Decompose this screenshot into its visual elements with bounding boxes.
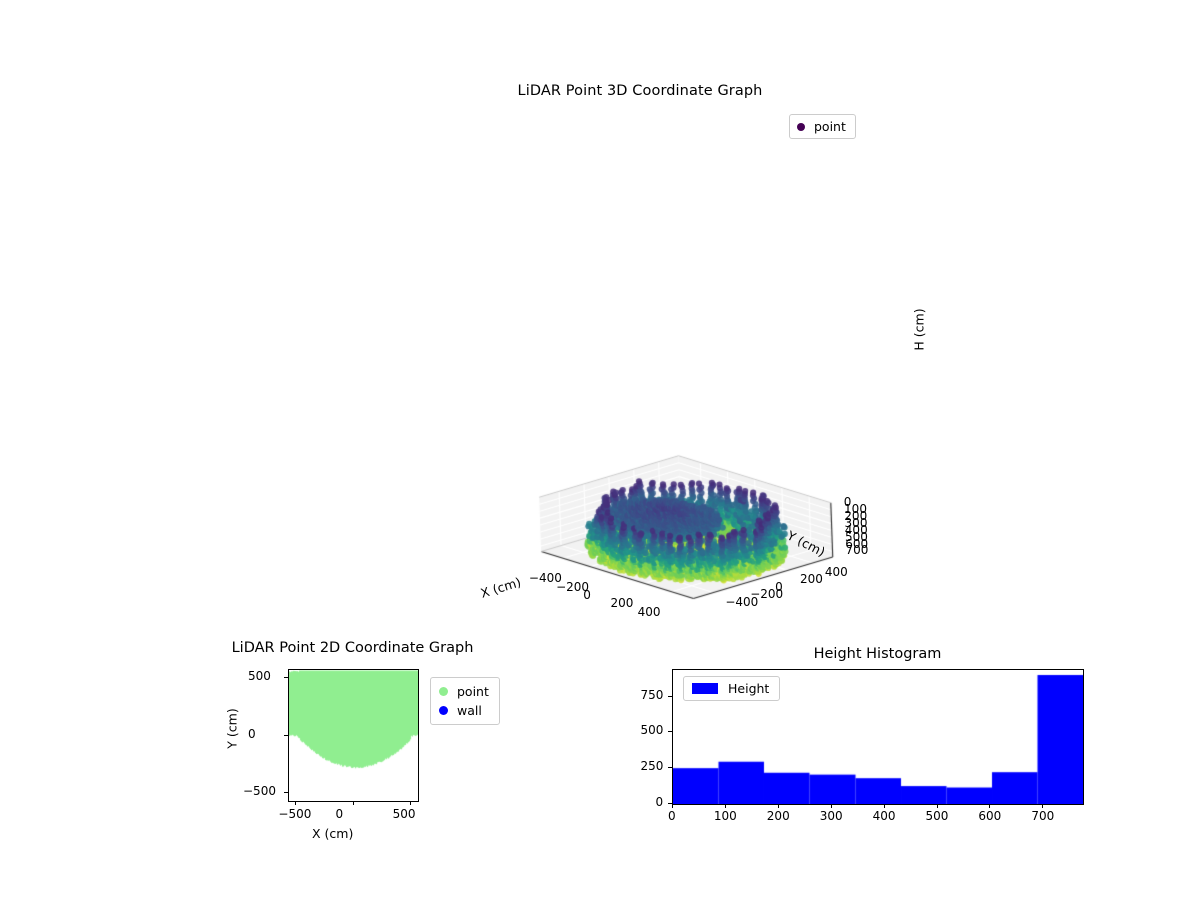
axis-tick-mark bbox=[284, 792, 288, 794]
legend-wall-label: wall bbox=[457, 703, 482, 718]
axis-label-y-2d: Y (cm) bbox=[224, 708, 240, 749]
chart-3d-title: LiDAR Point 3D Coordinate Graph bbox=[517, 83, 763, 99]
axis-tick-mark bbox=[352, 801, 354, 805]
axis-tick-label: 250 bbox=[640, 759, 664, 774]
axis-tick-label: 300 bbox=[819, 809, 843, 823]
axis-tick-label: −500 bbox=[243, 784, 276, 799]
axis-tick-mark bbox=[409, 801, 411, 805]
chart-2d-legend: point wall bbox=[430, 677, 500, 725]
axis-tick-label: 500 bbox=[392, 807, 416, 821]
axis-tick-mark bbox=[284, 676, 288, 678]
axis-tick-label: 400 bbox=[844, 522, 868, 537]
axis-tick-mark bbox=[883, 804, 885, 808]
axis-tick-mark bbox=[830, 804, 832, 808]
axis-tick-label: −200 bbox=[556, 579, 590, 594]
axis-tick-label: 200 bbox=[799, 572, 823, 587]
axis-tick-label: −400 bbox=[528, 571, 562, 586]
axis-tick-label: 500 bbox=[640, 723, 664, 738]
histogram-title: Height Histogram bbox=[813, 646, 942, 662]
axis-tick-label: 200 bbox=[844, 508, 868, 523]
axis-label-h-3d: H (cm) bbox=[911, 308, 927, 351]
axis-tick-mark bbox=[724, 804, 726, 808]
axis-tick-label: 100 bbox=[844, 501, 867, 516]
axis-label-x-2d: X (cm) bbox=[312, 826, 354, 841]
axis-tick-label: 600 bbox=[978, 809, 1002, 823]
axis-tick-label: −500 bbox=[278, 807, 312, 821]
lidar-2d-axes bbox=[288, 669, 419, 802]
axis-tick-label: 400 bbox=[637, 604, 661, 619]
histogram-legend: Height bbox=[683, 676, 781, 701]
legend-point-marker-icon bbox=[797, 122, 805, 131]
axis-tick-label: 100 bbox=[713, 809, 737, 823]
chart-2d-title: LiDAR Point 2D Coordinate Graph bbox=[231, 640, 474, 656]
axis-tick-label: 750 bbox=[640, 687, 664, 702]
lidar-3d-canvas bbox=[330, 110, 950, 630]
axis-tick-label: 0 bbox=[655, 795, 664, 809]
axis-tick-mark bbox=[295, 801, 297, 805]
legend-row-wall: wall bbox=[439, 701, 489, 720]
axis-tick-label: 200 bbox=[610, 596, 634, 611]
axis-tick-mark bbox=[668, 695, 672, 697]
axis-tick-label: 200 bbox=[766, 809, 790, 823]
legend-point-marker-icon bbox=[439, 687, 448, 696]
axis-tick-mark bbox=[668, 767, 672, 769]
axis-tick-label: 0 bbox=[668, 809, 676, 823]
legend-height-label: Height bbox=[728, 681, 770, 696]
legend-row-point: point bbox=[439, 682, 489, 701]
legend-height-swatch-icon bbox=[692, 683, 718, 694]
axis-tick-mark bbox=[777, 804, 779, 808]
axis-tick-mark bbox=[668, 731, 672, 733]
axis-tick-mark bbox=[989, 804, 991, 808]
axis-tick-label: −400 bbox=[725, 594, 759, 609]
axis-tick-label: 0 bbox=[775, 579, 783, 594]
lidar-2d-canvas bbox=[289, 670, 418, 801]
axis-tick-label: 400 bbox=[872, 809, 896, 823]
axis-tick-label: 0 bbox=[583, 588, 591, 602]
axis-tick-label: −200 bbox=[750, 587, 784, 602]
axis-tick-mark bbox=[284, 734, 288, 736]
axis-tick-label: 0 bbox=[843, 494, 852, 509]
axis-tick-label: 500 bbox=[845, 529, 868, 544]
axis-tick-label: 700 bbox=[1031, 809, 1055, 823]
chart-3d-legend: point bbox=[789, 114, 856, 139]
axis-tick-label: 700 bbox=[845, 543, 869, 558]
axis-tick-mark bbox=[672, 804, 673, 808]
axis-tick-label: 400 bbox=[824, 564, 848, 579]
axis-tick-mark bbox=[1042, 804, 1044, 808]
legend-point-label: point bbox=[457, 684, 489, 699]
axis-tick-label: 600 bbox=[845, 536, 869, 551]
axis-tick-mark bbox=[936, 804, 938, 808]
lidar-3d-axes bbox=[330, 110, 950, 630]
axis-tick-label: 0 bbox=[335, 807, 344, 821]
axis-tick-label: 500 bbox=[248, 668, 271, 683]
axis-tick-label: 500 bbox=[925, 809, 949, 823]
legend-wall-marker-icon bbox=[439, 706, 448, 715]
axis-tick-label: 0 bbox=[248, 726, 256, 741]
legend-point-label: point bbox=[814, 119, 846, 134]
axis-tick-mark bbox=[668, 803, 672, 804]
axis-tick-label: 300 bbox=[844, 515, 868, 530]
